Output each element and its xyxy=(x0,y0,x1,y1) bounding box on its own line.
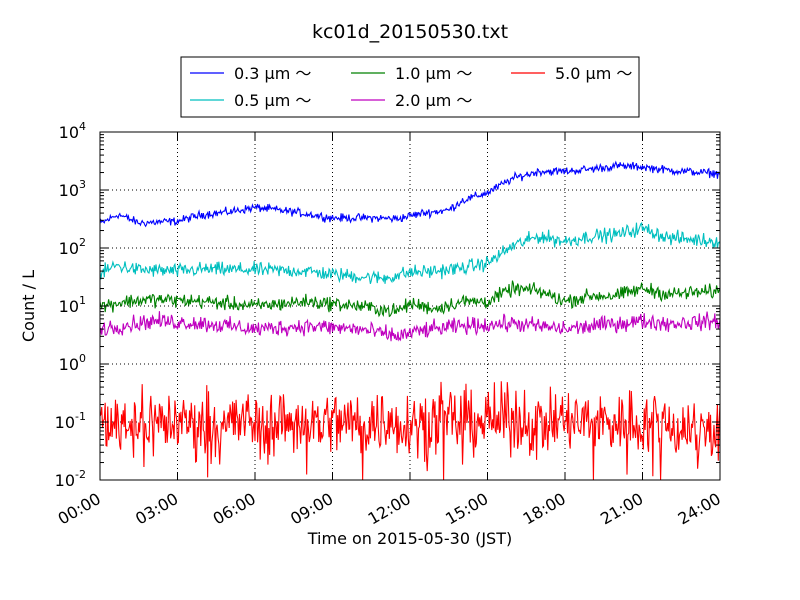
y-tick-exponent: 0 xyxy=(79,352,86,365)
y-tick-label: 102 xyxy=(59,236,86,258)
y-tick-exponent: 3 xyxy=(79,178,86,191)
y-tick-label: 103 xyxy=(59,178,86,200)
legend-entry-label: 0.5 μm ～ xyxy=(234,91,311,110)
y-tick-exponent: 2 xyxy=(79,236,86,249)
x-axis-label: Time on 2015-05-30 (JST) xyxy=(307,529,512,548)
y-tick-base: 10 xyxy=(59,355,79,374)
y-tick-label: 100 xyxy=(59,352,86,374)
y-tick-label: 10-1 xyxy=(55,410,86,432)
grid xyxy=(100,132,720,480)
series-line xyxy=(99,311,721,342)
y-tick-label: 104 xyxy=(59,120,86,142)
legend-entry-label: 1.0 μm ～ xyxy=(395,64,472,83)
y-tick-base: 10 xyxy=(55,471,75,490)
series-line xyxy=(99,221,721,284)
y-tick-exponent: -2 xyxy=(75,468,86,481)
y-tick-label: 10-2 xyxy=(55,468,86,490)
tick-marks xyxy=(99,131,721,481)
legend-entry-label: 5.0 μm ～ xyxy=(555,64,632,83)
series-line xyxy=(99,160,721,228)
y-axis-label: Count / L xyxy=(19,270,38,342)
y-tick-exponent: 1 xyxy=(79,294,86,307)
y-tick-base: 10 xyxy=(55,413,75,432)
legend-box xyxy=(180,56,640,118)
y-tick-base: 10 xyxy=(59,123,79,142)
legend-entry-label: 2.0 μm ～ xyxy=(395,91,472,110)
y-tick-base: 10 xyxy=(59,297,79,316)
legend: 0.3 μm ～ 0.5 μm ～ 1.0 μm ～ 2.0 μm ～ 5.0 μm ～ xyxy=(180,56,640,118)
y-tick-exponent: 4 xyxy=(79,120,86,133)
chart-title: kc01d_20150530.txt xyxy=(312,21,508,43)
y-tick-label: 101 xyxy=(59,294,86,316)
y-tick-base: 10 xyxy=(59,181,79,200)
y-tick-exponent: -1 xyxy=(75,410,86,423)
y-tick-base: 10 xyxy=(59,239,79,258)
series-line xyxy=(99,381,721,481)
series-line xyxy=(99,280,721,318)
legend-entry-label: 0.3 μm ～ xyxy=(234,64,311,83)
plot-area xyxy=(99,160,721,481)
